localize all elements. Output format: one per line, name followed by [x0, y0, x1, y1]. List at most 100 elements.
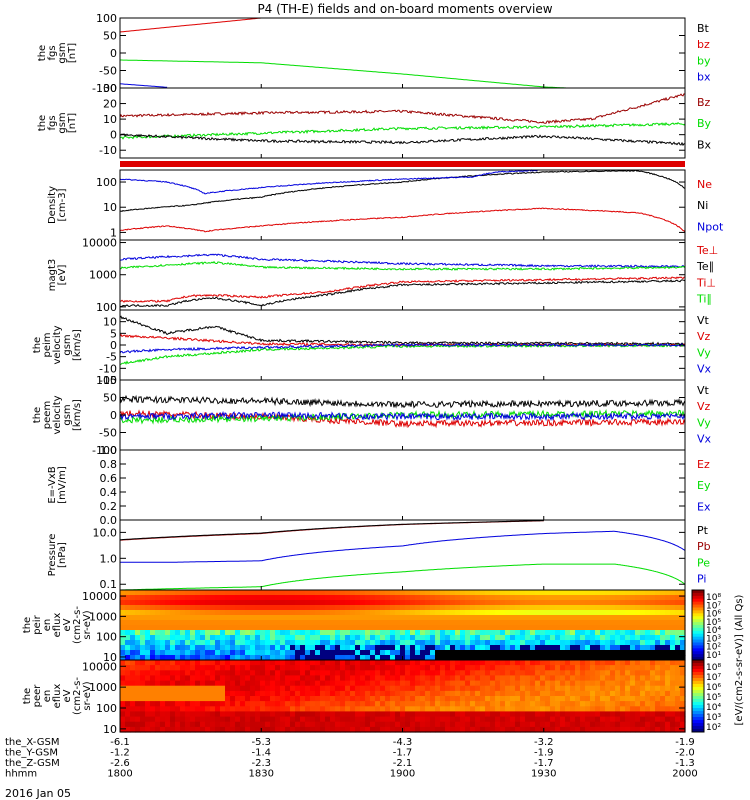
spectrogram-cell: [620, 690, 626, 697]
spectrogram-cell: [570, 650, 576, 656]
spectrogram-cell: [515, 680, 521, 687]
spectrogram-cell: [570, 605, 576, 611]
colorbar-cell: [692, 598, 704, 603]
spectrogram-cell: [215, 615, 221, 621]
spectrogram-cell: [325, 665, 331, 671]
spectrogram-cell: [340, 706, 346, 712]
spectrogram-cell: [390, 605, 396, 611]
spectrogram-cell: [520, 590, 526, 596]
spectrogram-cell: [660, 615, 666, 621]
y-tick-label: -10: [99, 362, 117, 375]
spectrogram-cell: [135, 716, 141, 723]
spectrogram-cell: [490, 590, 496, 596]
spectrogram-cell: [645, 610, 651, 616]
spectrogram-cell: [200, 595, 206, 601]
spectrogram-cell: [345, 610, 351, 616]
spectrogram-cell: [135, 690, 141, 697]
spectrogram-cell: [530, 716, 536, 723]
spectrogram-cell: [435, 716, 441, 723]
y-tick-label: 0.2: [100, 500, 118, 513]
spectrogram-cell: [385, 690, 391, 697]
spectrogram-cell: [330, 655, 336, 661]
spectrogram-cell: [120, 605, 126, 611]
spectrogram-cell: [490, 615, 496, 621]
spectrogram-cell: [615, 701, 621, 707]
spectrogram-cell: [555, 680, 561, 687]
spectrogram-cell: [330, 721, 336, 728]
spectrogram-cell: [630, 670, 636, 676]
spectrogram-cell: [145, 655, 151, 661]
spectrogram-cell: [675, 625, 681, 631]
spectrogram-cell: [460, 716, 466, 723]
spectrogram-cell: [185, 640, 191, 646]
spectrogram-cell: [345, 675, 351, 682]
spectrogram-cell: [210, 610, 216, 616]
spectrogram-cell: [445, 630, 451, 636]
y-axis-label: fgs: [47, 115, 58, 130]
spectrogram-cell: [285, 610, 291, 616]
spectrogram-cell: [540, 726, 546, 733]
series-Pi: [120, 530, 686, 563]
spectrogram-cell: [165, 590, 171, 596]
spectrogram-cell: [270, 590, 276, 596]
colorbar-cell: [692, 642, 704, 646]
spectrogram-cell: [485, 711, 491, 718]
spectrogram-cell: [570, 716, 576, 723]
spectrogram-cell: [560, 670, 566, 676]
spectrogram-cell: [600, 685, 606, 692]
spectrogram-cell: [145, 711, 151, 718]
spectrogram-cell: [235, 590, 241, 596]
spectrogram-cell: [160, 630, 166, 636]
spectrogram-cell: [315, 690, 321, 697]
spectrogram-cell: [540, 701, 546, 707]
spectrogram-cell: [435, 655, 441, 661]
spectrogram-cell: [250, 706, 256, 712]
spectrogram-cell: [460, 600, 466, 606]
spectrogram-cell: [450, 670, 456, 676]
spectrogram-cell: [345, 605, 351, 611]
spectrogram-cell: [580, 620, 586, 626]
spectrogram-cell: [675, 640, 681, 646]
spectrogram-cell: [270, 685, 276, 692]
spectrogram-cell: [155, 711, 161, 718]
spectrogram-cell: [285, 726, 291, 733]
spectrogram-cell: [325, 620, 331, 626]
series-Vx: [119, 410, 686, 422]
spectrogram-cell: [205, 675, 211, 682]
spectrogram-cell: [510, 696, 516, 702]
spectrogram-cell: [405, 645, 411, 651]
spectrogram-cell: [400, 625, 406, 631]
spectrogram-cell: [625, 706, 631, 712]
spectrogram-cell: [155, 625, 161, 631]
spectrogram-cell: [525, 685, 531, 692]
spectrogram-cell: [415, 670, 421, 676]
spectrogram-cell: [390, 595, 396, 601]
spectrogram-cell: [420, 640, 426, 646]
spectrogram-cell: [410, 600, 416, 606]
spectrogram-cell: [300, 685, 306, 692]
spectrogram-cell: [310, 625, 316, 631]
spectrogram-cell: [190, 595, 196, 601]
spectrogram-cell: [490, 600, 496, 606]
spectrogram-cell: [140, 696, 146, 702]
spectrogram-cell: [435, 721, 441, 728]
spectrogram-cell: [620, 670, 626, 676]
x-row-value: 1830: [249, 769, 274, 780]
spectrogram-cell: [440, 645, 446, 651]
spectrogram-cell: [465, 610, 471, 616]
spectrogram-cell: [560, 620, 566, 626]
spectrogram-cell: [285, 675, 291, 682]
spectrogram-cell: [120, 690, 126, 697]
spectrogram-cell: [585, 650, 591, 656]
spectrogram-cell: [310, 716, 316, 723]
spectrogram-cell: [630, 696, 636, 702]
spectrogram-cell: [170, 685, 176, 692]
spectrogram-cell: [660, 675, 666, 682]
spectrogram-cell: [375, 685, 381, 692]
spectrogram-cell: [130, 660, 136, 666]
spectrogram-cell: [350, 716, 356, 723]
spectrogram-cell: [130, 600, 136, 606]
spectrogram-cell: [450, 706, 456, 712]
spectrogram-cell: [605, 670, 611, 676]
spectrogram-cell: [660, 665, 666, 671]
